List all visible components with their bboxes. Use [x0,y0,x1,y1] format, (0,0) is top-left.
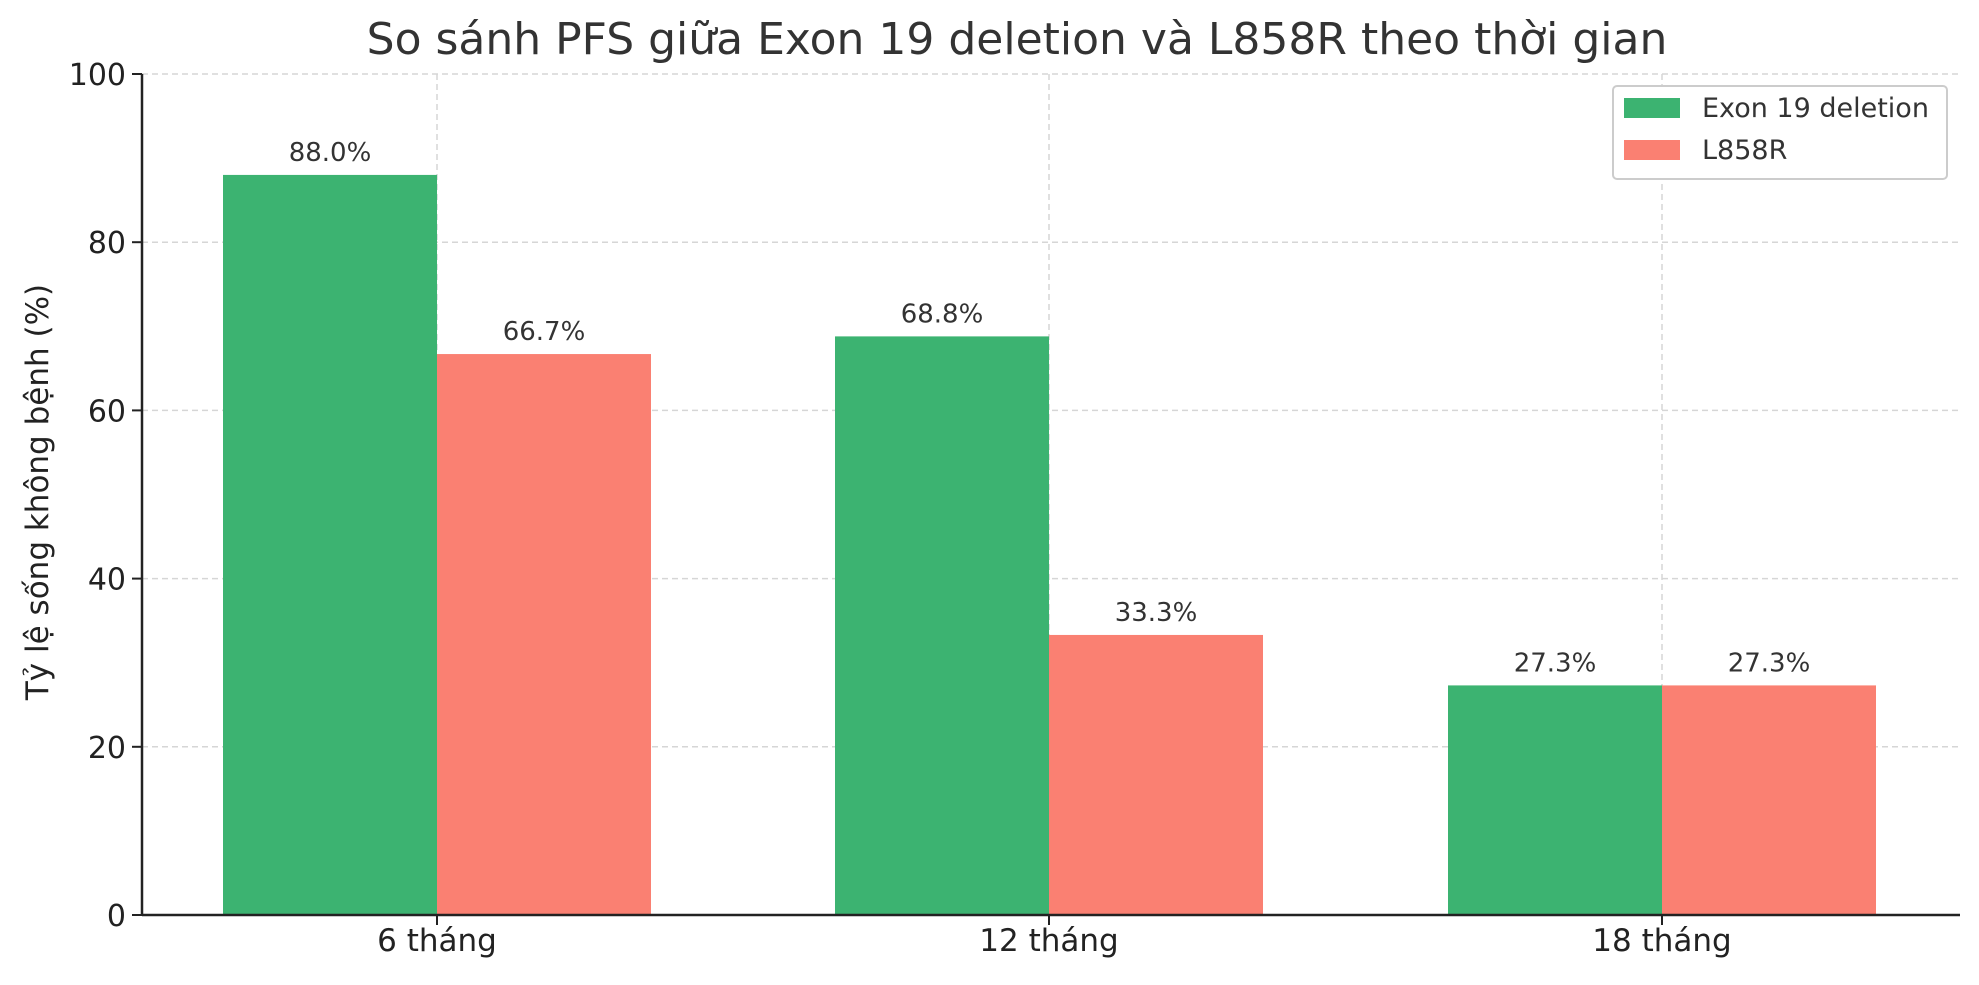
data-label: 66.7% [503,317,586,347]
bars: 88.0% 68.8% 27.3% 66.7% 33.3% 27.3% [223,138,1876,916]
legend: Exon 19 deletion L858R [1612,85,1948,180]
legend-frame [1612,85,1948,180]
bar-series-2-3 [1662,685,1876,915]
y-tick-label: 60 [88,394,126,429]
y-tick-label: 100 [69,58,126,93]
y-tick-label: 0 [107,899,126,934]
chart-title: So sánh PFS giữa Exon 19 deletion và L85… [367,14,1668,65]
data-label: 68.8% [901,299,984,329]
data-label: 33.3% [1115,598,1198,628]
axes: 0 20 40 60 80 100 6 tháng 12 tháng 18 tháng [69,58,1960,959]
bar-series-1-1 [223,174,437,916]
y-tick-label: 20 [88,731,126,766]
data-label: 27.3% [1514,648,1597,678]
legend-swatch [1624,98,1680,118]
legend-swatch [1624,140,1680,160]
legend-label: Exon 19 deletion [1702,93,1929,124]
x-tick-label: 6 tháng [377,923,497,959]
y-axis-label: Tỷ lệ sống không bệnh (%) [20,284,56,701]
x-tick-label: 18 tháng [1592,923,1731,959]
bar-series-2-1 [437,354,651,916]
data-label: 88.0% [289,138,372,168]
bar-series-1-2 [835,336,1049,916]
bar-series-2-2 [1049,634,1263,915]
data-label: 27.3% [1728,648,1811,678]
x-tick-label: 12 tháng [979,923,1118,959]
y-tick-label: 40 [88,563,126,598]
y-tick-label: 80 [88,226,126,261]
legend-label: L858R [1702,135,1787,166]
bar-series-1-3 [1448,685,1662,915]
